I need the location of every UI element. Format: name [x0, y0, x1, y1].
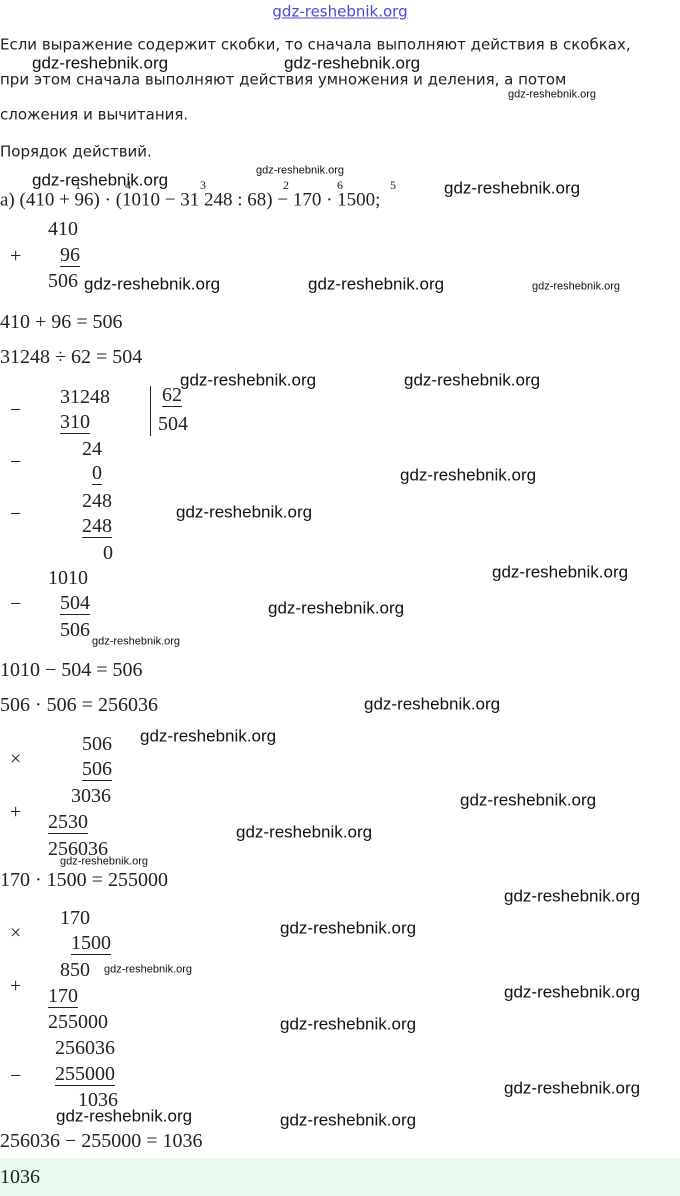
watermark: gdz-reshebnik.org	[400, 465, 537, 485]
math-text: 256036 − 255000 = 1036	[0, 1130, 203, 1152]
math-text: +	[10, 245, 22, 267]
math-text: 1500	[71, 932, 111, 955]
watermark: gdz-reshebnik.org	[236, 822, 373, 842]
math-text: −	[10, 593, 22, 615]
math-text: 1010	[48, 567, 88, 589]
math-text: 31248 ÷ 62 = 504	[0, 346, 143, 368]
order-mark: 6	[337, 178, 343, 192]
math-text: 410 + 96 = 506	[0, 311, 123, 333]
math-text: 1010 − 504 = 506	[0, 659, 143, 681]
math-text: 1036	[78, 1089, 118, 1111]
math-text: 506	[60, 619, 90, 641]
order-mark: 1	[75, 178, 81, 192]
watermark: gdz-reshebnik.org	[444, 178, 581, 198]
math-text: 256036	[55, 1037, 115, 1059]
order-heading: Порядок действий.	[0, 142, 152, 161]
math-text: +	[10, 801, 22, 823]
math-text: 96	[60, 244, 80, 267]
watermark: gdz-reshebnik.org	[280, 1014, 417, 1034]
order-mark: 3	[200, 178, 206, 192]
math-text: 24	[82, 438, 102, 460]
math-text: ×	[10, 748, 22, 770]
watermark: gdz-reshebnik.org	[92, 635, 181, 648]
watermark: gdz-reshebnik.org	[460, 790, 597, 810]
math-text: 0	[103, 542, 113, 564]
math-text: 0	[92, 462, 102, 485]
intro-line: при этом сначала выполняют действия умно…	[0, 70, 567, 89]
watermark: gdz-reshebnik.org	[308, 274, 445, 294]
math-text: −	[10, 503, 22, 525]
watermark: gdz-reshebnik.org	[84, 274, 221, 294]
watermark: gdz-reshebnik.org	[60, 855, 149, 868]
watermark: gdz-reshebnik.org	[284, 53, 421, 73]
site-link[interactable]: gdz-reshebnik.org	[272, 2, 408, 21]
math-text: 504	[158, 413, 188, 435]
intro-line: Если выражение содержит скобки, то снача…	[0, 35, 631, 54]
math-text: −	[10, 451, 22, 473]
watermark: gdz-reshebnik.org	[56, 1106, 193, 1126]
answer-box	[0, 1158, 680, 1196]
math-text: 170	[48, 985, 78, 1008]
math-text: 506	[82, 733, 112, 755]
math-text: 256036	[48, 838, 108, 860]
math-text: 170 · 1500 = 255000	[0, 869, 168, 891]
math-text: 506	[82, 758, 112, 781]
watermark: gdz-reshebnik.org	[504, 1078, 641, 1098]
division-bar	[150, 386, 151, 436]
watermark: gdz-reshebnik.org	[280, 918, 417, 938]
watermark: gdz-reshebnik.org	[492, 562, 629, 582]
watermark: gdz-reshebnik.org	[104, 963, 193, 976]
math-text: 170	[60, 907, 90, 929]
math-text: +	[10, 975, 22, 997]
expression: а) (410 + 96) · (1010 − 31 248 : 68) − 1…	[0, 189, 381, 211]
watermark: gdz-reshebnik.org	[176, 502, 313, 522]
math-text: 410	[48, 218, 78, 240]
order-mark: 4	[125, 178, 131, 192]
math-text: 3036	[71, 785, 111, 807]
watermark: gdz-reshebnik.org	[32, 53, 169, 73]
watermark: gdz-reshebnik.org	[404, 370, 541, 390]
watermark: gdz-reshebnik.org	[364, 694, 501, 714]
intro-line: сложения и вычитания.	[0, 105, 189, 124]
math-text: 506	[48, 270, 78, 292]
math-text: 310	[60, 411, 90, 434]
watermark: gdz-reshebnik.org	[268, 598, 405, 618]
watermark: gdz-reshebnik.org	[140, 726, 277, 746]
watermark: gdz-reshebnik.org	[504, 982, 641, 1002]
watermark: gdz-reshebnik.org	[508, 88, 597, 101]
math-text: 504	[60, 592, 90, 615]
math-text: 2530	[48, 811, 88, 834]
math-text: 248	[82, 515, 112, 538]
answer: 1036	[0, 1166, 40, 1188]
watermark: gdz-reshebnik.org	[504, 886, 641, 906]
watermark: gdz-reshebnik.org	[32, 170, 169, 190]
math-text: 255000	[55, 1063, 115, 1086]
order-mark: 5	[390, 178, 396, 192]
watermark: gdz-reshebnik.org	[532, 280, 621, 293]
watermark: gdz-reshebnik.org	[280, 1110, 417, 1130]
math-text: 255000	[48, 1011, 108, 1033]
math-text: 31248	[60, 386, 110, 408]
math-text: −	[10, 1065, 22, 1087]
order-mark: 2	[283, 178, 289, 192]
math-text: −	[10, 399, 22, 421]
watermark: gdz-reshebnik.org	[256, 164, 345, 177]
math-text: 506 · 506 = 256036	[0, 694, 158, 716]
math-text: 62	[162, 384, 182, 407]
watermark: gdz-reshebnik.org	[180, 370, 317, 390]
math-text: ×	[10, 922, 22, 944]
math-text: 850	[60, 959, 90, 981]
math-text: 248	[82, 490, 112, 512]
